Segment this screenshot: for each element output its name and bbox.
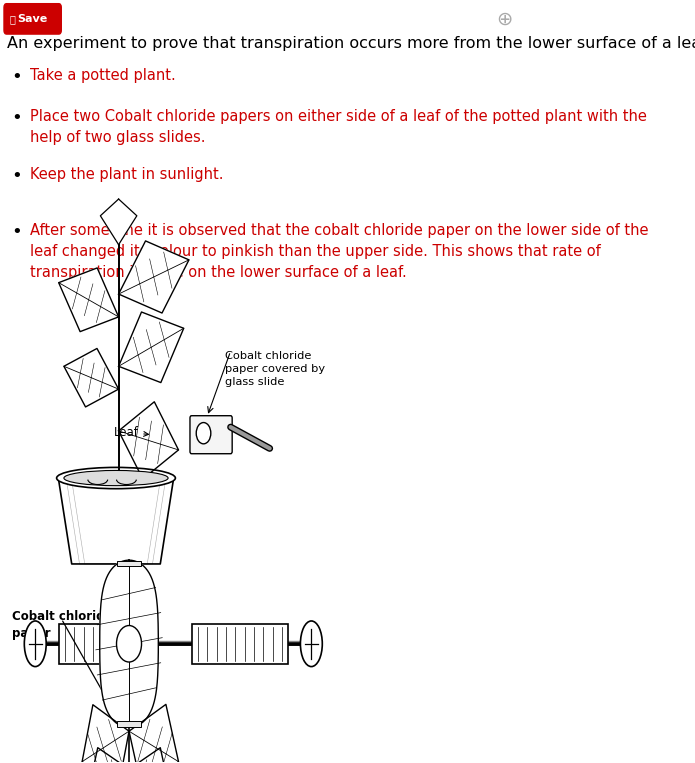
- Ellipse shape: [56, 468, 175, 488]
- Text: ⊕: ⊕: [496, 9, 512, 28]
- Text: Save: Save: [17, 14, 48, 24]
- Polygon shape: [58, 268, 119, 332]
- FancyBboxPatch shape: [58, 624, 155, 664]
- Text: Keep the plant in sunlight.: Keep the plant in sunlight.: [30, 167, 224, 182]
- Text: •: •: [12, 224, 22, 241]
- Text: •: •: [12, 167, 22, 185]
- Ellipse shape: [196, 423, 211, 444]
- FancyBboxPatch shape: [117, 561, 141, 566]
- FancyBboxPatch shape: [4, 4, 61, 34]
- FancyBboxPatch shape: [192, 624, 288, 664]
- Text: Take a potted plant.: Take a potted plant.: [30, 68, 176, 82]
- Text: An experiment to prove that transpiration occurs more from the lower surface of : An experiment to prove that transpiratio…: [6, 36, 695, 50]
- FancyBboxPatch shape: [117, 721, 141, 726]
- Text: •: •: [12, 109, 22, 127]
- Text: Cobalt chloride
paper covered by
glass slide: Cobalt chloride paper covered by glass s…: [225, 351, 325, 388]
- Polygon shape: [82, 705, 129, 763]
- FancyBboxPatch shape: [190, 416, 232, 454]
- Polygon shape: [100, 199, 119, 245]
- Text: ⓘ: ⓘ: [9, 14, 15, 24]
- Text: After sometime it is observed that the cobalt chloride paper on the lower side o: After sometime it is observed that the c…: [30, 224, 648, 280]
- Polygon shape: [119, 241, 189, 313]
- Ellipse shape: [117, 626, 142, 662]
- Polygon shape: [119, 199, 137, 245]
- Ellipse shape: [300, 621, 322, 667]
- Polygon shape: [64, 349, 119, 407]
- Polygon shape: [99, 560, 158, 727]
- Polygon shape: [58, 481, 173, 564]
- Text: Leaf: Leaf: [113, 426, 149, 439]
- Text: Cobalt chloride
paper: Cobalt chloride paper: [12, 610, 113, 639]
- Polygon shape: [129, 748, 171, 763]
- Ellipse shape: [24, 621, 46, 667]
- Polygon shape: [88, 748, 129, 763]
- Polygon shape: [129, 704, 179, 763]
- Polygon shape: [119, 402, 179, 479]
- Text: Place two Cobalt chloride papers on either side of a leaf of the potted plant wi: Place two Cobalt chloride papers on eith…: [30, 109, 647, 145]
- Polygon shape: [119, 312, 183, 382]
- Ellipse shape: [64, 471, 168, 486]
- Text: •: •: [12, 68, 22, 85]
